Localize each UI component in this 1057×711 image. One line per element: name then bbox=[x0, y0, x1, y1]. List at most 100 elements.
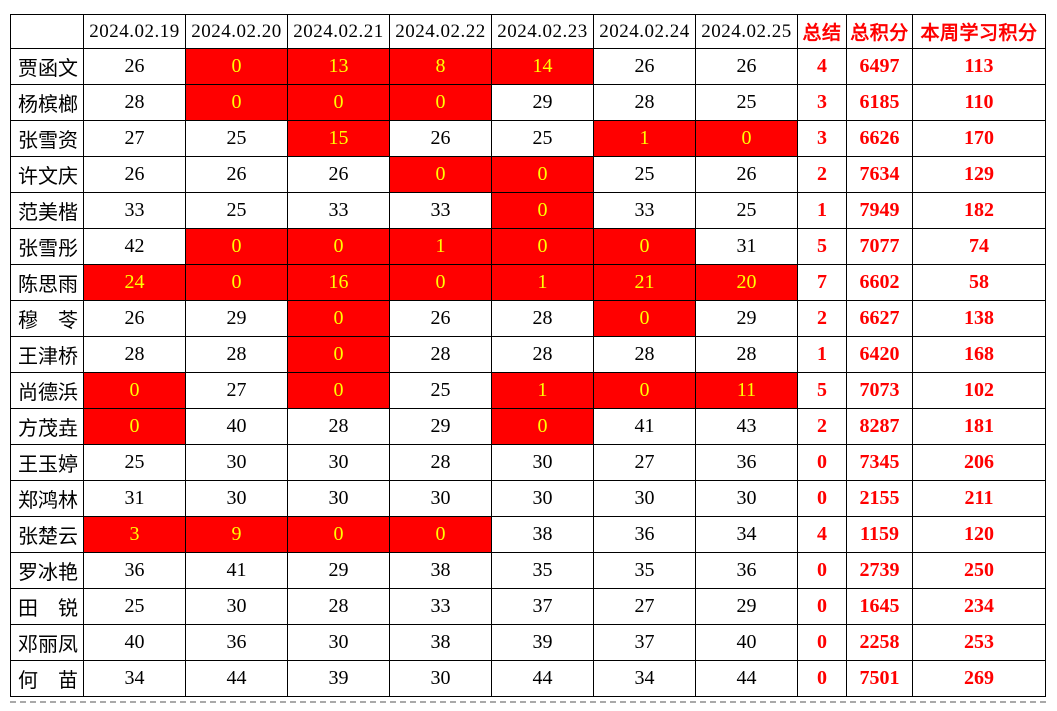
day-score-cell-highlighted[interactable]: 21 bbox=[593, 264, 696, 301]
week-study-points-cell[interactable]: 170 bbox=[912, 120, 1046, 157]
day-score-cell[interactable]: 31 bbox=[83, 480, 186, 517]
student-name-cell[interactable]: 许文庆 bbox=[10, 156, 84, 193]
day-score-cell[interactable]: 25 bbox=[593, 156, 696, 193]
week-study-points-cell[interactable]: 181 bbox=[912, 408, 1046, 445]
day-score-cell[interactable]: 27 bbox=[83, 120, 186, 157]
day-score-cell[interactable]: 34 bbox=[695, 516, 798, 553]
summary-count-cell[interactable]: 2 bbox=[797, 408, 847, 445]
summary-count-cell[interactable]: 0 bbox=[797, 552, 847, 589]
date-header-cell[interactable]: 2024.02.21 bbox=[287, 14, 390, 49]
day-score-cell-highlighted[interactable]: 1 bbox=[593, 120, 696, 157]
day-score-cell-highlighted[interactable]: 0 bbox=[593, 300, 696, 337]
summary-count-cell[interactable]: 5 bbox=[797, 228, 847, 265]
day-score-cell-highlighted[interactable]: 0 bbox=[389, 156, 492, 193]
summary-count-cell[interactable]: 1 bbox=[797, 336, 847, 373]
summary-count-cell[interactable]: 0 bbox=[797, 480, 847, 517]
day-score-cell[interactable]: 28 bbox=[185, 336, 288, 373]
day-score-cell[interactable]: 30 bbox=[185, 480, 288, 517]
date-header-cell[interactable]: 2024.02.22 bbox=[389, 14, 492, 49]
day-score-cell[interactable]: 28 bbox=[389, 444, 492, 481]
day-score-cell[interactable]: 30 bbox=[491, 480, 594, 517]
day-score-cell[interactable]: 26 bbox=[695, 48, 798, 85]
day-score-cell[interactable]: 26 bbox=[695, 156, 798, 193]
day-score-cell[interactable]: 38 bbox=[389, 552, 492, 589]
total-points-cell[interactable]: 1159 bbox=[846, 516, 913, 553]
total-points-cell[interactable]: 6626 bbox=[846, 120, 913, 157]
total-points-cell[interactable]: 6185 bbox=[846, 84, 913, 121]
student-name-cell[interactable]: 何 苗 bbox=[10, 660, 84, 697]
day-score-cell-highlighted[interactable]: 0 bbox=[593, 372, 696, 409]
week-study-points-cell[interactable]: 253 bbox=[912, 624, 1046, 661]
total-points-cell[interactable]: 7345 bbox=[846, 444, 913, 481]
week-study-points-cell[interactable]: 168 bbox=[912, 336, 1046, 373]
summary-count-cell[interactable]: 0 bbox=[797, 660, 847, 697]
day-score-cell[interactable]: 27 bbox=[593, 588, 696, 625]
date-header-cell[interactable]: 2024.02.19 bbox=[83, 14, 186, 49]
day-score-cell-highlighted[interactable]: 0 bbox=[287, 300, 390, 337]
day-score-cell[interactable]: 36 bbox=[695, 444, 798, 481]
week-study-points-cell[interactable]: 206 bbox=[912, 444, 1046, 481]
day-score-cell[interactable]: 26 bbox=[389, 300, 492, 337]
student-name-cell[interactable]: 郑鸿林 bbox=[10, 480, 84, 517]
day-score-cell[interactable]: 31 bbox=[695, 228, 798, 265]
day-score-cell[interactable]: 25 bbox=[695, 84, 798, 121]
day-score-cell-highlighted[interactable]: 0 bbox=[185, 228, 288, 265]
student-name-cell[interactable]: 尚德浜 bbox=[10, 372, 84, 409]
day-score-cell-highlighted[interactable]: 0 bbox=[491, 408, 594, 445]
day-score-cell[interactable]: 28 bbox=[287, 408, 390, 445]
student-name-cell[interactable]: 陈思雨 bbox=[10, 264, 84, 301]
total-points-cell[interactable]: 6420 bbox=[846, 336, 913, 373]
day-score-cell-highlighted[interactable]: 3 bbox=[83, 516, 186, 553]
day-score-cell-highlighted[interactable]: 11 bbox=[695, 372, 798, 409]
day-score-cell-highlighted[interactable]: 0 bbox=[83, 408, 186, 445]
day-score-cell[interactable]: 41 bbox=[185, 552, 288, 589]
student-name-cell[interactable]: 王津桥 bbox=[10, 336, 84, 373]
summary-count-cell[interactable]: 5 bbox=[797, 372, 847, 409]
total-points-cell[interactable]: 8287 bbox=[846, 408, 913, 445]
day-score-cell[interactable]: 29 bbox=[695, 588, 798, 625]
day-score-cell[interactable]: 44 bbox=[185, 660, 288, 697]
day-score-cell[interactable]: 40 bbox=[185, 408, 288, 445]
week-study-points-cell[interactable]: 110 bbox=[912, 84, 1046, 121]
day-score-cell[interactable]: 35 bbox=[593, 552, 696, 589]
day-score-cell[interactable]: 30 bbox=[593, 480, 696, 517]
week-study-points-cell[interactable]: 120 bbox=[912, 516, 1046, 553]
day-score-cell[interactable]: 25 bbox=[389, 372, 492, 409]
student-name-cell[interactable]: 张雪彤 bbox=[10, 228, 84, 265]
student-name-cell[interactable]: 贾函文 bbox=[10, 48, 84, 85]
week-study-points-cell[interactable]: 138 bbox=[912, 300, 1046, 337]
total-points-cell[interactable]: 7073 bbox=[846, 372, 913, 409]
day-score-cell[interactable]: 26 bbox=[83, 48, 186, 85]
day-score-cell-highlighted[interactable]: 0 bbox=[287, 372, 390, 409]
day-score-cell[interactable]: 37 bbox=[491, 588, 594, 625]
summary-count-cell[interactable]: 0 bbox=[797, 444, 847, 481]
day-score-cell[interactable]: 43 bbox=[695, 408, 798, 445]
day-score-cell-highlighted[interactable]: 14 bbox=[491, 48, 594, 85]
day-score-cell[interactable]: 34 bbox=[593, 660, 696, 697]
day-score-cell[interactable]: 28 bbox=[389, 336, 492, 373]
day-score-cell-highlighted[interactable]: 0 bbox=[83, 372, 186, 409]
summary-count-cell[interactable]: 3 bbox=[797, 84, 847, 121]
day-score-cell[interactable]: 41 bbox=[593, 408, 696, 445]
day-score-cell-highlighted[interactable]: 20 bbox=[695, 264, 798, 301]
day-score-cell[interactable]: 29 bbox=[185, 300, 288, 337]
day-score-cell-highlighted[interactable]: 0 bbox=[389, 264, 492, 301]
day-score-cell[interactable]: 28 bbox=[83, 336, 186, 373]
week-study-points-cell[interactable]: 58 bbox=[912, 264, 1046, 301]
day-score-cell[interactable]: 36 bbox=[185, 624, 288, 661]
day-score-cell[interactable]: 33 bbox=[389, 192, 492, 229]
day-score-cell-highlighted[interactable]: 0 bbox=[185, 48, 288, 85]
day-score-cell-highlighted[interactable]: 0 bbox=[287, 336, 390, 373]
day-score-cell-highlighted[interactable]: 0 bbox=[593, 228, 696, 265]
day-score-cell[interactable]: 33 bbox=[593, 192, 696, 229]
day-score-cell-highlighted[interactable]: 0 bbox=[287, 84, 390, 121]
summary-count-cell[interactable]: 1 bbox=[797, 192, 847, 229]
week-study-points-cell[interactable]: 74 bbox=[912, 228, 1046, 265]
day-score-cell[interactable]: 34 bbox=[83, 660, 186, 697]
day-score-cell[interactable]: 39 bbox=[491, 624, 594, 661]
day-score-cell[interactable]: 25 bbox=[185, 192, 288, 229]
total-points-cell[interactable]: 2739 bbox=[846, 552, 913, 589]
day-score-cell[interactable]: 36 bbox=[83, 552, 186, 589]
day-score-cell[interactable]: 28 bbox=[83, 84, 186, 121]
summary-count-cell[interactable]: 0 bbox=[797, 624, 847, 661]
